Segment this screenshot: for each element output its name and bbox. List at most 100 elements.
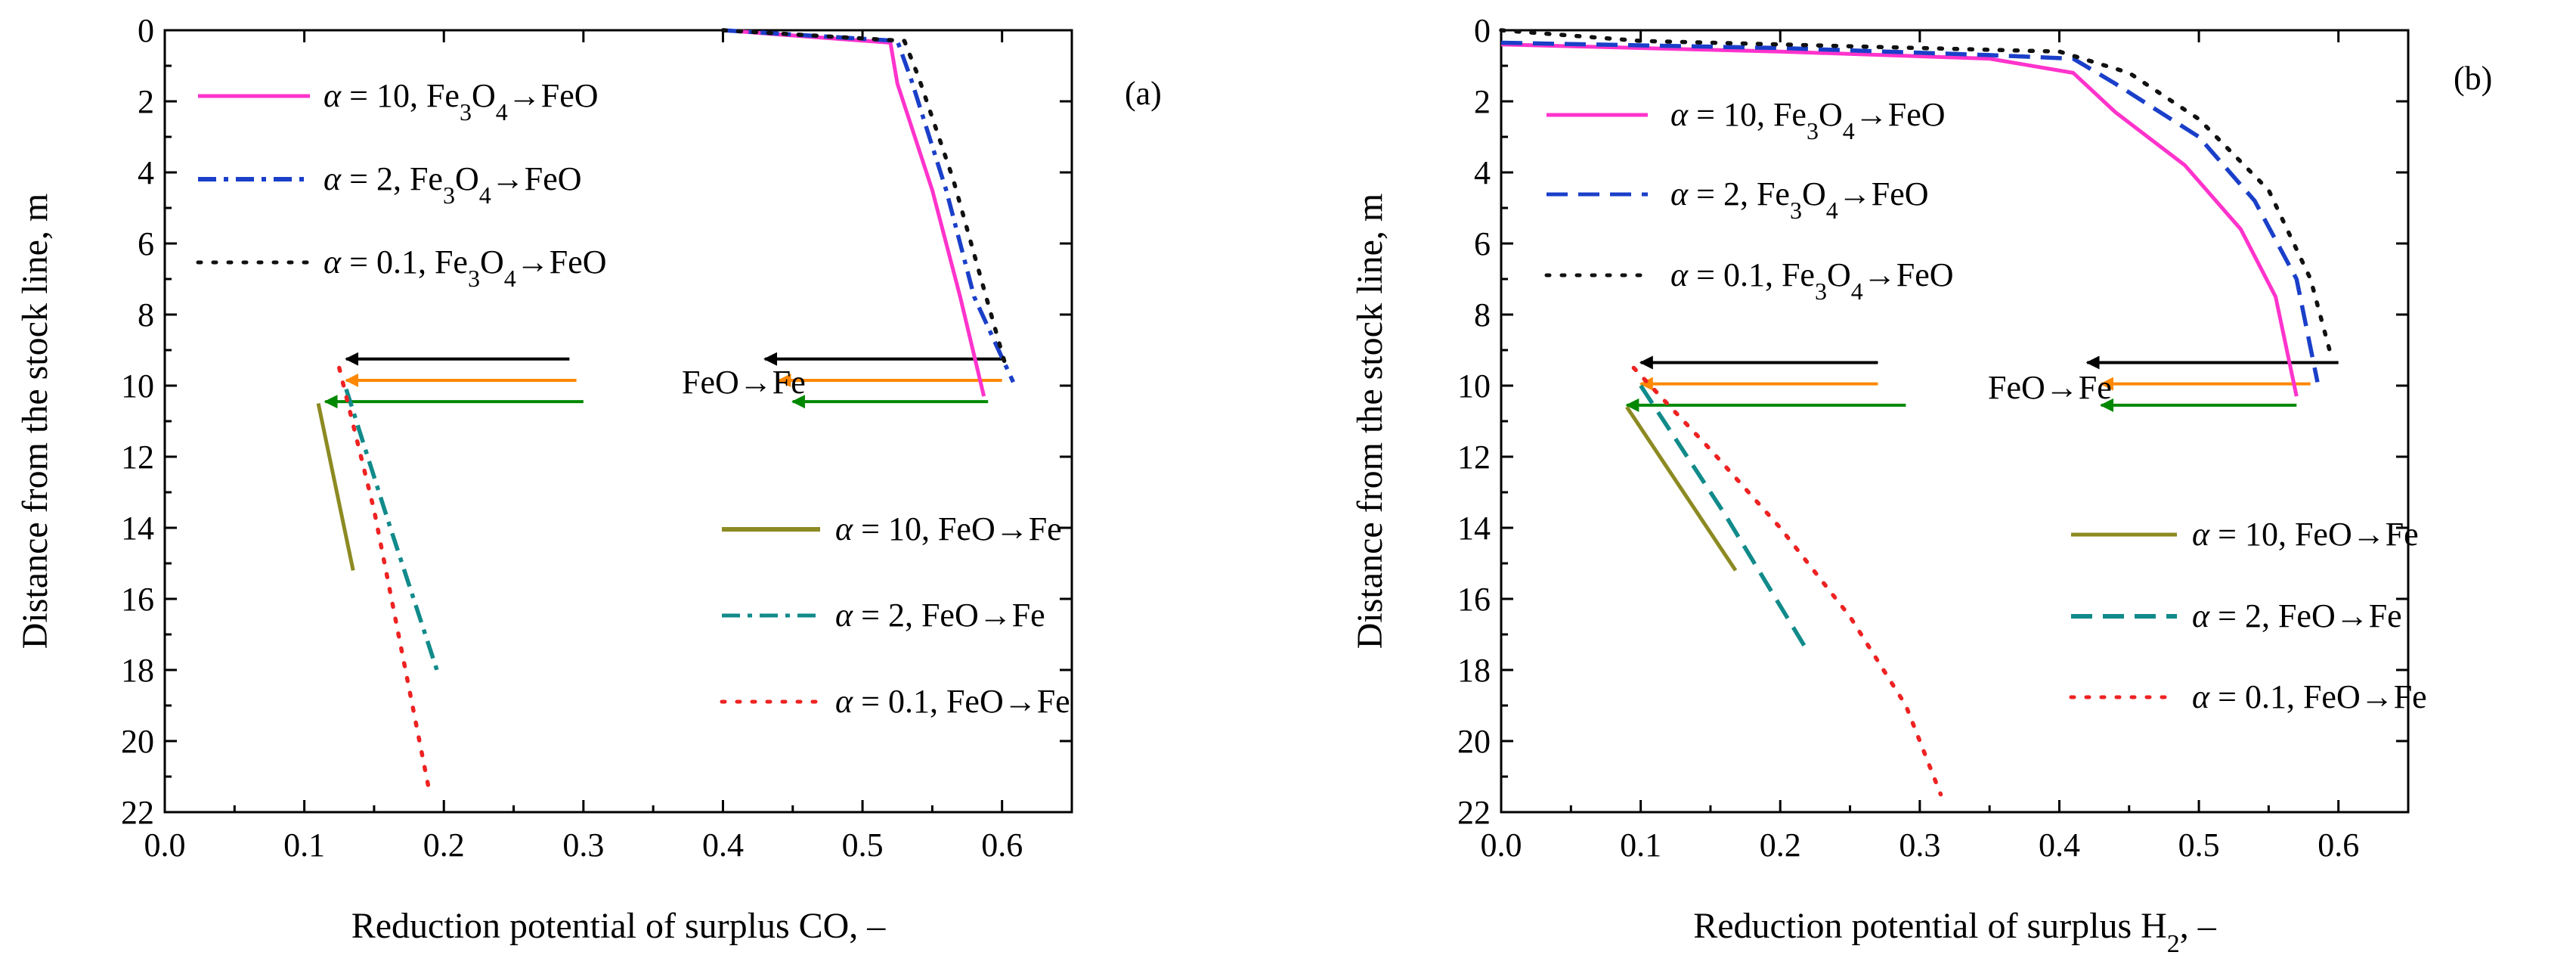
tick-marks — [163, 29, 1072, 814]
y-tick-label: 2 — [1474, 83, 1491, 120]
tick-marks — [1500, 29, 2408, 814]
x-tick-label: 0.4 — [2039, 826, 2080, 864]
x-tick-label: 0.4 — [702, 826, 744, 864]
series-line — [337, 365, 432, 797]
series-line — [1625, 405, 1738, 572]
y-tick-label: 2 — [138, 83, 154, 120]
annotation-feo-fe: FeO→Fe — [1988, 369, 2112, 406]
panel-label: (b) — [2454, 60, 2492, 97]
chart-panel-a: 0.0 0.1 0.2 0.3 0.4 0.5 0.6 0 2 4 6 8 10 12 14 16 18 20 2… — [15, 12, 1162, 946]
x-axis-title: Reduction potential of surplus CO, – — [351, 906, 887, 946]
series-line — [316, 402, 355, 571]
legend-label: α = 2, Fe3O4→FeO — [324, 160, 582, 209]
legend-label: α = 0.1, Fe3O4→FeO — [1670, 256, 1954, 305]
y-tick-label: 0 — [138, 12, 154, 49]
y-tick-label: 6 — [1474, 225, 1491, 262]
legend-item: α = 2, FeO→Fe — [2071, 597, 2402, 634]
x-axis-title: Reduction potential of surplus H2, – — [1693, 906, 2217, 958]
y-tick-label: 12 — [121, 439, 154, 476]
legend-item: α = 2, Fe3O4→FeO — [198, 160, 582, 209]
x-tick-label: 0.5 — [2178, 826, 2220, 864]
y-tick-label: 14 — [121, 510, 154, 547]
x-tick-label: 0.1 — [283, 826, 325, 864]
legend-label: α = 2, Fe3O4→FeO — [1670, 175, 1929, 224]
legend-lower: α = 10, FeO→Fe α = 2, FeO→Fe α = 0.1, Fe… — [720, 510, 1070, 720]
x-tick-labels: 0.0 0.1 0.2 0.3 0.4 0.5 0.6 — [1481, 826, 2360, 864]
legend-label: α = 0.1, FeO→Fe — [2192, 678, 2427, 715]
y-tick-labels: 0 2 4 6 8 10 12 14 16 18 20 22 — [121, 12, 154, 831]
x-tick-label: 0.2 — [423, 826, 465, 864]
x-axis-title-subscript: 2 — [2167, 930, 2180, 958]
legend-label: α = 2, FeO→Fe — [2192, 597, 2402, 634]
series-line — [1499, 28, 2334, 360]
legend-label: α = 2, FeO→Fe — [835, 597, 1045, 634]
x-tick-label: 0.2 — [1760, 826, 1801, 864]
y-tick-label: 10 — [1457, 368, 1491, 405]
series-line — [1631, 365, 1943, 797]
y-tick-label: 18 — [1457, 652, 1491, 689]
series-line — [1639, 384, 1810, 653]
y-tick-label: 4 — [1474, 154, 1491, 191]
x-tick-label: 0.0 — [144, 826, 186, 864]
y-tick-label: 8 — [138, 296, 154, 333]
x-tick-label: 0.0 — [1481, 826, 1522, 864]
y-tick-label: 20 — [121, 723, 154, 760]
y-tick-label: 10 — [121, 368, 154, 405]
y-tick-label: 8 — [1474, 296, 1491, 333]
series-line — [1500, 42, 2299, 397]
x-tick-label: 0.3 — [1899, 826, 1940, 864]
legend-item: α = 2, Fe3O4→FeO — [1547, 175, 1929, 224]
x-axis-title-tail: , – — [2180, 906, 2217, 946]
legend-item: α = 0.1, Fe3O4→FeO — [1544, 256, 1954, 305]
data-series — [1499, 28, 2334, 797]
legend-label: α = 10, FeO→Fe — [835, 510, 1062, 547]
x-tick-label: 0.6 — [981, 826, 1023, 864]
reaction-arrows — [324, 352, 1002, 409]
chart-panel-b: 0.0 0.1 0.2 0.3 0.4 0.5 0.6 0 2 4 6 8 10 12 14 16 18 20 2… — [1350, 12, 2492, 958]
series-line — [723, 28, 986, 397]
x-tick-labels: 0.0 0.1 0.2 0.3 0.4 0.5 0.6 — [144, 826, 1023, 864]
legend-label: α = 10, Fe3O4→FeO — [324, 77, 599, 126]
legend-item: α = 0.1, Fe3O4→FeO — [196, 243, 607, 292]
y-tick-label: 12 — [1457, 439, 1491, 476]
y-tick-label: 18 — [121, 652, 154, 689]
y-tick-label: 22 — [121, 794, 154, 831]
x-tick-label: 0.5 — [842, 826, 884, 864]
series-line — [1500, 40, 2320, 383]
legend-item: α = 10, Fe3O4→FeO — [1547, 96, 1946, 144]
legend-label: α = 10, FeO→Fe — [2192, 516, 2419, 553]
y-axis-title: Distance from the stock line, m — [15, 194, 55, 650]
legend-upper: α = 10, Fe3O4→FeO α = 2, Fe3O4→FeO α = 0… — [1544, 96, 1954, 305]
series-line — [720, 28, 1008, 371]
x-axis-title-main: Reduction potential of surplus H — [1693, 906, 2167, 946]
y-tick-label: 4 — [138, 154, 154, 191]
legend-item: α = 0.1, FeO→Fe — [2069, 678, 2427, 715]
legend-item: α = 10, FeO→Fe — [722, 510, 1062, 547]
y-tick-label: 14 — [1457, 510, 1491, 547]
y-tick-labels: 0 2 4 6 8 10 12 14 16 18 20 22 — [1457, 12, 1491, 831]
y-tick-label: 20 — [1457, 723, 1491, 760]
legend-item: α = 0.1, FeO→Fe — [720, 683, 1070, 720]
x-tick-label: 0.1 — [1620, 826, 1661, 864]
legend-upper: α = 10, Fe3O4→FeO α = 2, Fe3O4→FeO α = 0… — [196, 77, 607, 292]
legend-item: α = 10, Fe3O4→FeO — [198, 77, 599, 126]
panel-label: (a) — [1125, 75, 1162, 112]
reaction-arrows — [1625, 355, 2339, 412]
y-tick-label: 22 — [1457, 794, 1491, 831]
y-tick-label: 0 — [1474, 12, 1491, 49]
y-axis-title: Distance from the stock line, m — [1350, 194, 1390, 650]
legend-label: α = 0.1, FeO→Fe — [835, 683, 1070, 720]
legend-item: α = 10, FeO→Fe — [2071, 516, 2419, 553]
series-line — [723, 28, 1015, 383]
legend-lower: α = 10, FeO→Fe α = 2, FeO→Fe α = 0.1, Fe… — [2069, 516, 2427, 715]
y-tick-label: 6 — [138, 225, 154, 262]
annotation-feo-fe: FeO→Fe — [682, 364, 806, 401]
x-tick-label: 0.6 — [2317, 826, 2359, 864]
y-tick-label: 16 — [121, 581, 154, 618]
x-tick-label: 0.3 — [562, 826, 604, 864]
series-line — [344, 388, 439, 671]
y-tick-label: 16 — [1457, 581, 1491, 618]
legend-label: α = 0.1, Fe3O4→FeO — [324, 243, 607, 292]
data-series — [316, 28, 1015, 797]
